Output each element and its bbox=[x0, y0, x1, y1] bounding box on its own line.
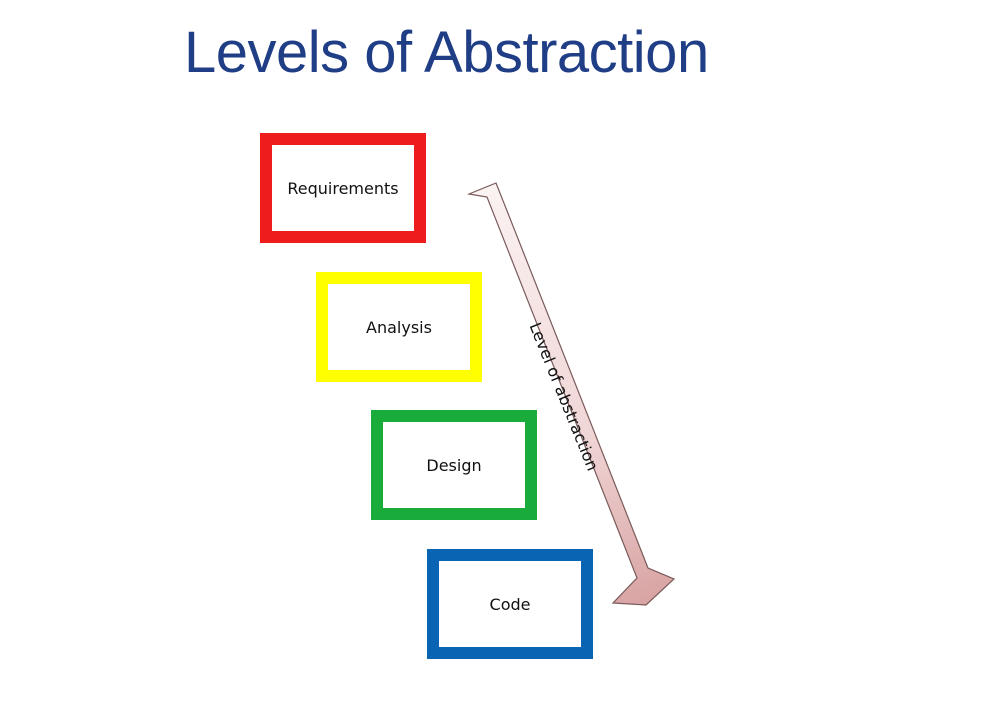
arrow-label: Level of abstraction bbox=[525, 320, 602, 474]
arrow-shape bbox=[466, 182, 676, 606]
analysis-label: Analysis bbox=[366, 317, 432, 337]
requirements-label: Requirements bbox=[287, 178, 399, 198]
slide-title: Levels of Abstraction bbox=[184, 20, 709, 85]
analysis-box: Analysis bbox=[316, 272, 482, 382]
code-label: Code bbox=[489, 594, 531, 614]
requirements-box: Requirements bbox=[260, 133, 426, 243]
design-box: Design bbox=[371, 410, 537, 520]
code-box: Code bbox=[427, 549, 593, 659]
design-label: Design bbox=[426, 455, 482, 475]
